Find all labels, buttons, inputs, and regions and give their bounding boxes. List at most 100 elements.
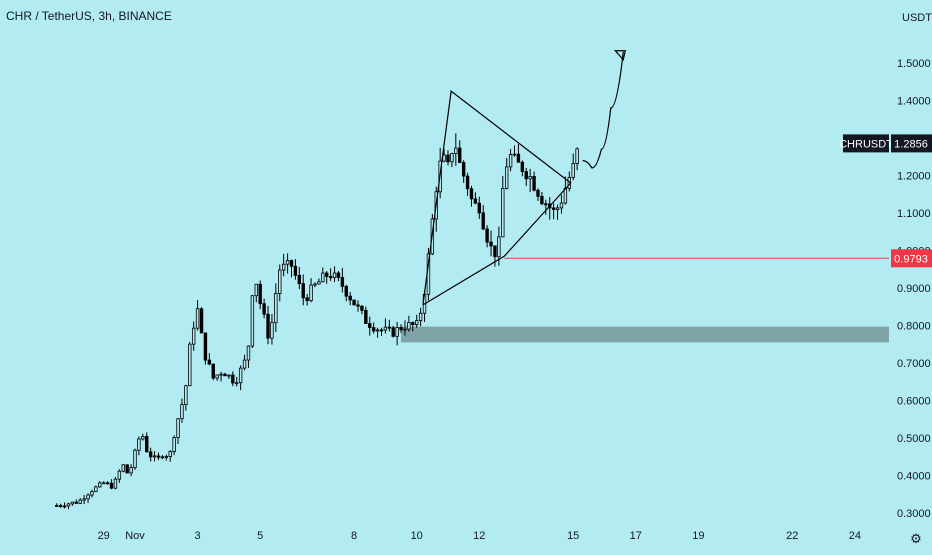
candle-body	[504, 166, 509, 189]
time-tick-label: 10	[411, 530, 423, 542]
candle-body	[172, 437, 176, 452]
candle-body	[508, 154, 513, 168]
price-tick-label: 0.7000	[897, 358, 931, 370]
candle-body	[321, 272, 325, 283]
triangle-pattern	[422, 90, 572, 306]
candle-body	[364, 309, 368, 324]
level-price-tag	[891, 249, 932, 268]
candle-body	[301, 283, 305, 299]
candle-body	[109, 482, 114, 489]
price-axis-currency: USDT	[902, 12, 932, 24]
candle-body	[207, 359, 212, 365]
candle-body	[199, 308, 204, 334]
candle-body	[532, 175, 536, 191]
candle-body	[102, 482, 106, 485]
candle-body	[418, 312, 423, 322]
price-tick-label: 0.8000	[897, 321, 931, 333]
candle-body	[540, 195, 544, 205]
candle-body	[195, 308, 200, 329]
time-tick-label: 24	[849, 530, 861, 542]
candle-body	[493, 245, 497, 258]
candle-body	[164, 456, 168, 458]
time-tick-label: 3	[195, 530, 201, 542]
price-tick-label: 1.5000	[897, 58, 931, 70]
time-tick-label: 29	[98, 530, 110, 542]
candle-body	[356, 304, 360, 307]
candle-body	[223, 373, 227, 377]
time-tick-label: 19	[692, 530, 704, 542]
candle-body	[235, 382, 239, 385]
candle-body	[231, 374, 235, 384]
candle-body	[485, 228, 489, 243]
candle-body	[551, 207, 556, 210]
price-tick-label: 0.6000	[897, 396, 931, 408]
candle-body	[414, 320, 419, 326]
candle-body	[121, 464, 125, 472]
candle-body	[465, 175, 470, 190]
candle-body	[407, 322, 411, 330]
candle-body	[473, 198, 478, 204]
candle-body	[328, 276, 333, 279]
time-tick-label: 17	[630, 530, 642, 542]
candle-body	[70, 501, 75, 505]
candle-body	[293, 265, 298, 276]
candle-body	[242, 359, 247, 369]
price-tick-label: 1.4000	[897, 96, 931, 108]
time-axis[interactable]: 29 Nov 3 5 8 10 12 15 17 19 22 24	[98, 530, 861, 542]
candle-body	[411, 322, 415, 326]
price-tick-label: 1.2000	[897, 171, 931, 183]
candle-body	[55, 505, 59, 507]
candle-body	[344, 286, 348, 297]
time-tick-label: Nov	[125, 530, 145, 542]
candle-body	[371, 327, 376, 332]
symbol-title: CHR / TetherUS, 3h, BINANCE	[6, 9, 172, 23]
projection-arrow	[582, 51, 624, 169]
symbol-tag	[843, 134, 889, 153]
gear-icon[interactable]: ⚙	[910, 531, 922, 546]
candle-body	[137, 438, 141, 451]
candle-body	[512, 153, 517, 156]
time-tick-label: 8	[351, 530, 357, 542]
price-tick-label: 0.5000	[897, 433, 931, 445]
candle-body	[141, 436, 145, 440]
candle-body	[520, 161, 525, 173]
candle-body	[215, 374, 219, 379]
candle-body	[278, 269, 282, 294]
candle-body	[160, 456, 165, 459]
candle-body	[117, 470, 122, 480]
candle-body	[332, 272, 337, 279]
candle-body	[481, 212, 485, 230]
candle-body	[94, 486, 98, 492]
candle-body	[90, 491, 94, 496]
candle-body	[387, 326, 392, 329]
last-price-tag	[891, 134, 932, 153]
candle-body	[501, 188, 505, 238]
candle-body	[325, 272, 329, 277]
price-tick-label: 0.4000	[897, 471, 931, 483]
candle-body	[250, 295, 255, 347]
price-tick-label: 0.9000	[897, 283, 931, 295]
candle-body	[555, 207, 560, 210]
candle-body	[254, 283, 258, 297]
candle-body	[528, 175, 532, 180]
candle-body	[266, 313, 270, 339]
candle-body	[148, 451, 153, 458]
candle-body	[348, 295, 352, 301]
candles-group	[55, 133, 579, 510]
candle-body	[297, 274, 302, 285]
candle-body	[458, 147, 462, 163]
level-price-label: 0.9793	[894, 253, 928, 265]
candle-body	[477, 202, 481, 214]
candle-body	[383, 326, 388, 331]
candle-body	[188, 343, 192, 387]
candle-body	[78, 499, 82, 504]
candle-body	[74, 501, 79, 504]
candle-body	[575, 148, 579, 164]
candle-body	[469, 188, 474, 200]
candle-body	[317, 281, 321, 285]
candle-body	[129, 467, 133, 474]
candle-body	[152, 455, 157, 458]
time-tick-label: 22	[786, 530, 798, 542]
candle-body	[227, 374, 231, 377]
